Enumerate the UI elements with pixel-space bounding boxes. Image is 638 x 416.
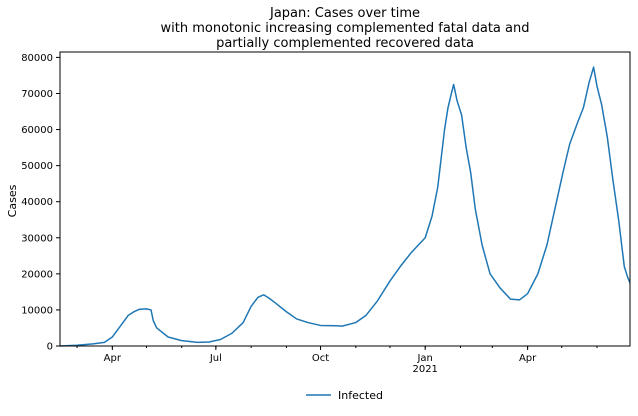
y-axis-label: Cases	[6, 184, 19, 217]
chart-title-line-1: Japan: Cases over time	[269, 6, 420, 21]
y-axis-ticks: 0 10000 20000 30000 40000 50000 60000 70000 8000…	[21, 53, 60, 353]
y-tick-label-1: 10000	[21, 305, 53, 316]
plot-frame	[59, 51, 631, 347]
y-tick-label-4: 40000	[21, 197, 53, 208]
x-tick-label-4: Apr	[519, 353, 537, 364]
legend: Infected	[306, 389, 383, 402]
series-line-infected	[59, 66, 631, 347]
x-tick-label-1: Jul	[209, 353, 222, 364]
legend-label-infected: Infected	[338, 389, 383, 402]
chart-title: Japan: Cases over time with monotonic in…	[161, 6, 530, 51]
chart-title-line-3: partially complemented recovered data	[216, 36, 474, 51]
y-tick-label-2: 20000	[21, 269, 53, 280]
y-tick-label-5: 50000	[21, 161, 53, 172]
y-tick-label-6: 60000	[21, 125, 53, 136]
y-tick-label-8: 80000	[21, 53, 53, 64]
y-tick-label-3: 30000	[21, 233, 53, 244]
chart-title-line-2: with monotonic increasing complemented f…	[161, 21, 530, 36]
x-tick-label-3: Jan	[416, 353, 432, 364]
x-tick-label-0: Apr	[104, 353, 122, 364]
y-tick-label-0: 0	[47, 342, 53, 353]
y-tick-label-7: 70000	[21, 89, 53, 100]
series-layer	[59, 66, 631, 347]
x-tick-sublabel-3: 2021	[412, 364, 437, 375]
x-tick-label-2: Oct	[312, 353, 329, 364]
